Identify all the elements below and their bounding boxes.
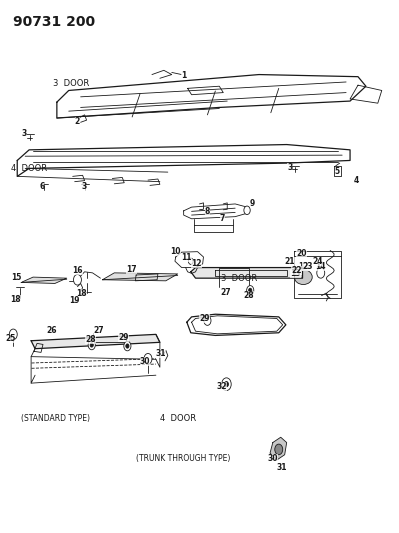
Text: 29: 29	[118, 333, 128, 342]
Circle shape	[9, 329, 17, 340]
Circle shape	[144, 353, 152, 364]
Text: 3  DOOR: 3 DOOR	[221, 273, 257, 282]
Text: 15: 15	[11, 272, 22, 281]
Text: 11: 11	[181, 253, 192, 262]
Ellipse shape	[294, 270, 312, 285]
Text: 18: 18	[10, 295, 21, 304]
Text: 4  DOOR: 4 DOOR	[11, 164, 47, 173]
Text: 25: 25	[5, 334, 15, 343]
Text: 27: 27	[220, 288, 231, 297]
Text: 21: 21	[284, 257, 295, 265]
Text: 12: 12	[298, 262, 309, 271]
Text: 90731 200: 90731 200	[13, 14, 95, 29]
Circle shape	[247, 286, 254, 295]
Circle shape	[73, 274, 81, 285]
Text: 32: 32	[217, 382, 227, 391]
Circle shape	[275, 444, 283, 455]
Text: 14: 14	[316, 262, 326, 271]
Text: 13: 13	[290, 269, 300, 278]
Polygon shape	[270, 437, 286, 460]
Text: 29: 29	[199, 314, 209, 324]
Circle shape	[249, 288, 252, 293]
Text: 23: 23	[302, 262, 313, 271]
Polygon shape	[191, 268, 302, 278]
Polygon shape	[103, 273, 178, 281]
Text: 17: 17	[126, 265, 137, 274]
Circle shape	[126, 344, 129, 348]
Polygon shape	[21, 277, 67, 284]
Circle shape	[88, 340, 95, 350]
Text: (TRUNK THROUGH TYPE): (TRUNK THROUGH TYPE)	[136, 454, 231, 463]
Text: 30: 30	[140, 358, 150, 367]
Text: 26: 26	[47, 326, 57, 335]
Circle shape	[244, 206, 250, 215]
Text: 22: 22	[291, 266, 302, 274]
Text: 7: 7	[220, 214, 225, 223]
Text: 24: 24	[312, 257, 323, 265]
Text: 8: 8	[205, 207, 210, 216]
Text: 30: 30	[268, 454, 278, 463]
Text: 28: 28	[85, 335, 96, 344]
Circle shape	[225, 382, 228, 387]
Text: 6: 6	[39, 182, 44, 191]
Text: 1: 1	[181, 71, 186, 80]
Text: 3: 3	[287, 164, 292, 172]
Text: 4: 4	[354, 175, 359, 184]
Circle shape	[90, 343, 93, 347]
Text: 16: 16	[73, 266, 83, 275]
Text: 3: 3	[81, 182, 87, 191]
Text: 12: 12	[192, 260, 202, 268]
Text: 18: 18	[77, 289, 87, 298]
Text: 31: 31	[156, 350, 166, 359]
Polygon shape	[31, 334, 160, 349]
Circle shape	[188, 258, 193, 264]
Text: 3  DOOR: 3 DOOR	[53, 79, 89, 88]
Text: 2: 2	[75, 117, 80, 126]
Text: 3: 3	[22, 130, 27, 139]
Text: 9: 9	[250, 199, 255, 208]
Circle shape	[222, 378, 231, 391]
Text: 19: 19	[69, 296, 80, 305]
Circle shape	[204, 316, 211, 325]
Text: 28: 28	[244, 291, 254, 300]
Text: 10: 10	[170, 247, 181, 256]
Text: 27: 27	[93, 326, 104, 335]
Text: 31: 31	[276, 463, 287, 472]
Circle shape	[317, 268, 325, 278]
Text: (STANDARD TYPE): (STANDARD TYPE)	[21, 414, 90, 423]
Circle shape	[124, 341, 131, 351]
Text: 4  DOOR: 4 DOOR	[160, 414, 196, 423]
Text: 5: 5	[335, 166, 340, 175]
Text: 20: 20	[296, 249, 307, 259]
